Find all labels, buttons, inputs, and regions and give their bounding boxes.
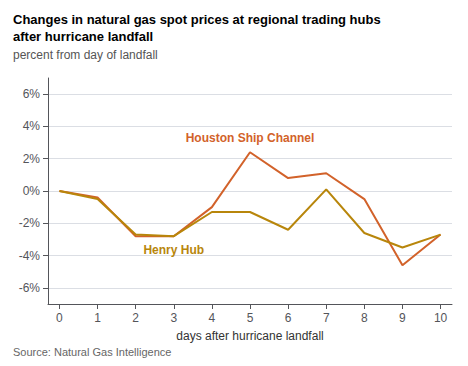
svg-text:2: 2 <box>132 311 139 325</box>
svg-text:10: 10 <box>434 311 448 325</box>
svg-text:-6%: -6% <box>19 281 41 295</box>
svg-text:8: 8 <box>361 311 368 325</box>
svg-text:Houston Ship Channel: Houston Ship Channel <box>186 131 315 145</box>
svg-text:3: 3 <box>170 311 177 325</box>
svg-text:6: 6 <box>285 311 292 325</box>
svg-text:5: 5 <box>247 311 254 325</box>
svg-text:percent from day of landfall: percent from day of landfall <box>13 48 158 62</box>
svg-text:1: 1 <box>94 311 101 325</box>
svg-text:4: 4 <box>209 311 216 325</box>
svg-text:after hurricane landfall: after hurricane landfall <box>13 29 153 44</box>
svg-text:6%: 6% <box>23 87 41 101</box>
svg-text:Source: Natural Gas Intelligen: Source: Natural Gas Intelligence <box>13 346 171 358</box>
svg-text:-4%: -4% <box>19 249 41 263</box>
svg-text:7: 7 <box>323 311 330 325</box>
svg-text:2%: 2% <box>23 152 41 166</box>
svg-text:9: 9 <box>399 311 406 325</box>
svg-text:days after hurricane landfall: days after hurricane landfall <box>176 329 323 343</box>
svg-text:4%: 4% <box>23 119 41 133</box>
svg-text:-2%: -2% <box>19 216 41 230</box>
svg-text:Henry Hub: Henry Hub <box>143 243 204 257</box>
svg-text:Changes in natural gas spot pr: Changes in natural gas spot prices at re… <box>13 12 381 27</box>
svg-text:0: 0 <box>56 311 63 325</box>
svg-text:0%: 0% <box>23 184 41 198</box>
